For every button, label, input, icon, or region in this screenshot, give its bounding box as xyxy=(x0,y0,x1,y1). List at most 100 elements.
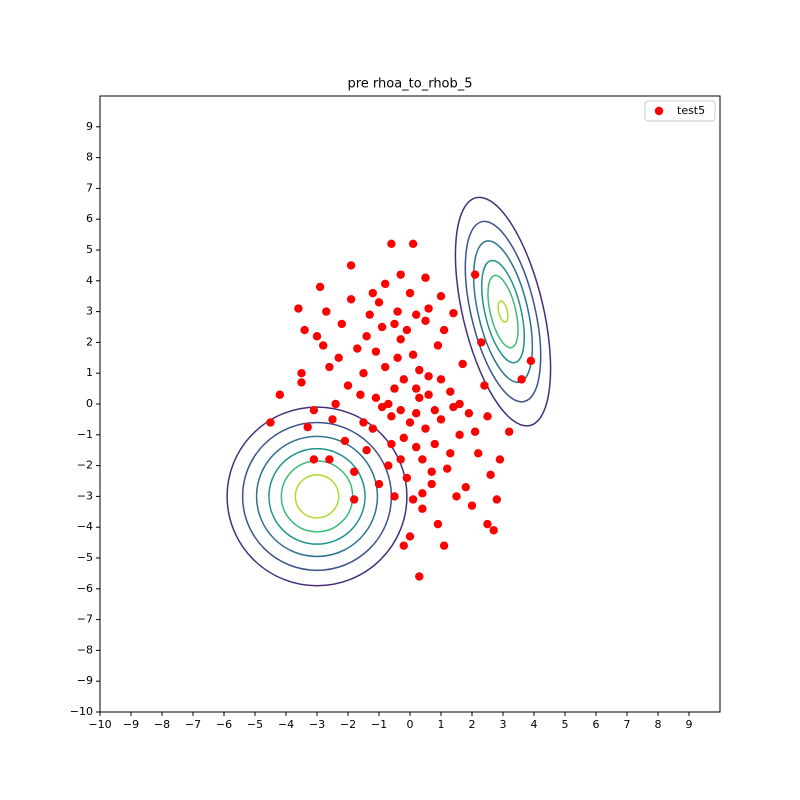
axes-frame xyxy=(99,95,721,713)
scatter-point xyxy=(436,415,446,424)
y-tick-label: 0 xyxy=(86,397,93,410)
scatter-point xyxy=(517,375,526,384)
y-tick-label: 2 xyxy=(86,335,93,348)
x-tick-label: 7 xyxy=(624,718,631,731)
scatter-point xyxy=(483,519,492,529)
scatter-point xyxy=(421,424,430,433)
scatter-point xyxy=(495,455,505,464)
scatter-point xyxy=(337,319,346,329)
x-tick-label: 0 xyxy=(407,718,414,731)
scatter-point xyxy=(433,519,443,529)
x-tick-label: 2 xyxy=(469,718,476,731)
scatter-point xyxy=(322,307,331,316)
chart-title: pre rhoa_to_rhob_5 xyxy=(347,77,472,92)
x-tick-label: 1 xyxy=(438,718,445,731)
scatter-point xyxy=(415,393,424,403)
scatter-point xyxy=(505,427,514,436)
y-tick-label: 6 xyxy=(86,212,93,225)
y-tick-label: 4 xyxy=(86,274,93,287)
legend-marker xyxy=(654,106,664,116)
scatter-point xyxy=(427,479,436,489)
scatter-point xyxy=(415,365,424,375)
x-tick-label: −3 xyxy=(309,718,325,731)
x-tick-label: 4 xyxy=(531,718,538,731)
scatter-point xyxy=(412,409,421,418)
contour-line xyxy=(487,274,519,349)
scatter-point xyxy=(421,316,430,326)
scatter-point xyxy=(396,270,405,279)
scatter-point xyxy=(384,461,393,470)
scatter-point xyxy=(325,455,334,464)
scatter-point xyxy=(381,279,390,289)
scatter-point xyxy=(371,393,381,403)
x-tick-label: −10 xyxy=(88,718,111,731)
scatter-point xyxy=(396,455,405,464)
scatter-point xyxy=(368,288,377,298)
scatter-point xyxy=(408,239,418,249)
scatter-point xyxy=(362,332,371,341)
scatter-point xyxy=(315,282,325,292)
scatter-point xyxy=(297,369,306,378)
scatter-point xyxy=(477,338,486,347)
scatter-point xyxy=(396,335,405,344)
scatter-point xyxy=(343,381,353,390)
scatter-point xyxy=(381,362,390,372)
scatter-point xyxy=(377,402,387,412)
scatter-point xyxy=(346,295,356,304)
scatter-point xyxy=(346,261,356,270)
scatter-point xyxy=(418,489,427,498)
scatter-point xyxy=(399,541,408,550)
scatter-point xyxy=(408,495,418,504)
scatter-point xyxy=(368,424,377,433)
x-tick-label: −8 xyxy=(154,718,170,731)
scatter-point xyxy=(492,495,501,504)
scatter-point xyxy=(412,442,421,452)
scatter-point xyxy=(418,504,427,513)
scatter-point xyxy=(399,433,408,443)
scatter-point xyxy=(390,492,399,501)
contour-line xyxy=(268,447,366,545)
scatter-point xyxy=(455,399,464,409)
contour-line xyxy=(255,435,379,558)
contour-line xyxy=(464,220,542,403)
scatter-point xyxy=(266,418,275,427)
scatter-point xyxy=(350,495,359,504)
y-tick-label: −1 xyxy=(77,428,93,441)
scatter-point xyxy=(424,372,433,381)
scatter-point xyxy=(474,449,483,458)
scatter-point xyxy=(362,446,371,455)
y-tick-label: 3 xyxy=(86,305,93,318)
scatter-point xyxy=(393,353,402,362)
scatter-point xyxy=(436,375,446,384)
scatter-point xyxy=(446,449,455,458)
scatter-point xyxy=(415,572,424,581)
scatter-point xyxy=(387,439,396,449)
scatter-point xyxy=(359,369,368,378)
scatter-point xyxy=(436,292,446,301)
scatter-point xyxy=(340,436,350,446)
scatter-point xyxy=(294,304,303,313)
scatter-point xyxy=(470,270,480,279)
y-tick-label: −5 xyxy=(77,551,93,564)
scatter-point xyxy=(325,362,334,372)
scatter-point xyxy=(309,455,319,464)
scatter-point xyxy=(455,430,464,439)
scatter-point xyxy=(374,298,384,307)
scatter-point xyxy=(365,310,374,319)
scatter-point xyxy=(356,390,365,399)
scatter-point xyxy=(405,532,415,541)
scatter-point xyxy=(390,319,399,329)
y-tick-label: −9 xyxy=(77,674,93,687)
scatter-point xyxy=(489,526,498,535)
y-tick-label: −7 xyxy=(77,613,93,626)
scatter-point xyxy=(303,422,312,432)
x-tick-label: 8 xyxy=(655,718,662,731)
legend-box xyxy=(644,100,716,122)
contour-line xyxy=(454,196,552,427)
x-tick-label: 9 xyxy=(686,718,693,731)
contour-line xyxy=(280,460,354,533)
scatter-point xyxy=(328,415,337,424)
y-tick-label: −2 xyxy=(77,459,93,472)
scatter-point xyxy=(359,418,368,427)
y-tick-label: 7 xyxy=(86,181,93,194)
